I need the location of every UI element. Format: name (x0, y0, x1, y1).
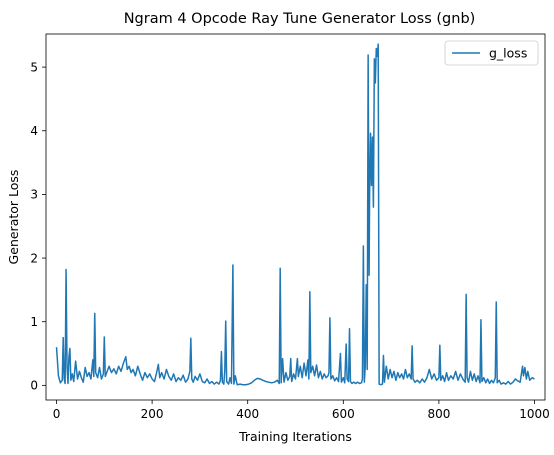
x-tick-label: 400 (236, 407, 259, 421)
x-tick-label: 800 (427, 407, 450, 421)
y-tick-label: 2 (30, 251, 38, 265)
y-tick-label: 4 (30, 124, 38, 138)
legend-label-g-loss: g_loss (489, 46, 527, 61)
y-axis-label: Generator Loss (6, 170, 21, 265)
x-tick-label: 0 (53, 407, 61, 421)
x-axis-label: Training Iterations (238, 429, 352, 444)
x-tick-label: 1000 (519, 407, 550, 421)
y-tick-label: 3 (30, 188, 38, 202)
x-tick-label: 200 (141, 407, 164, 421)
y-tick-label: 5 (30, 60, 38, 74)
chart-title: Ngram 4 Opcode Ray Tune Generator Loss (… (124, 11, 476, 27)
x-tick-label: 600 (332, 407, 355, 421)
legend: g_loss (445, 41, 538, 65)
y-tick-label: 0 (30, 379, 38, 393)
y-tick-label: 1 (30, 315, 38, 329)
